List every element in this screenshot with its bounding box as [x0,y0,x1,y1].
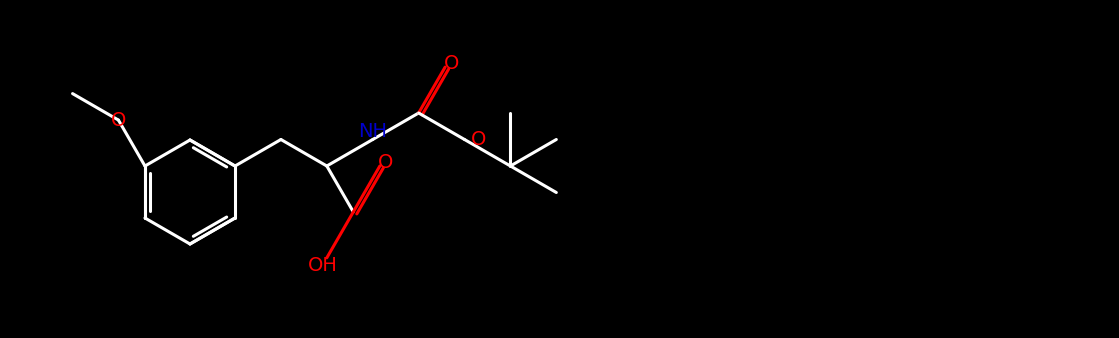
Text: NH: NH [358,122,387,141]
Text: O: O [378,152,394,171]
Text: O: O [470,130,486,149]
Text: OH: OH [308,256,338,275]
Text: O: O [443,54,459,73]
Text: O: O [111,111,126,129]
